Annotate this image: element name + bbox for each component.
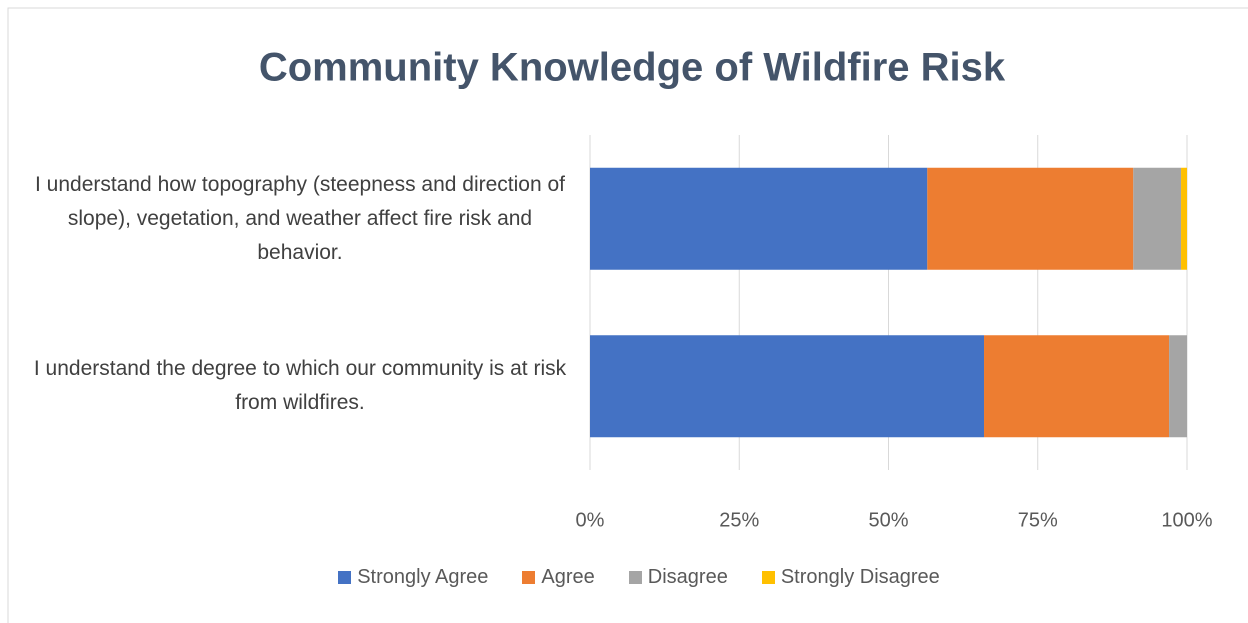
legend-swatch <box>338 571 352 584</box>
legend-label: Strongly Agree <box>357 566 489 588</box>
x-tick-label: 0% <box>576 509 605 531</box>
x-tick-label: 100% <box>1161 509 1212 531</box>
bar-segment <box>1133 167 1182 270</box>
bar-segment <box>590 167 928 270</box>
legend-label: Agree <box>541 566 595 588</box>
legend-swatch <box>761 571 775 584</box>
legend-item: Strongly Agree <box>338 566 488 589</box>
category-label: I understand the degree to which our com… <box>33 357 567 415</box>
bar-segment <box>590 335 985 438</box>
legend-label: Disagree <box>647 566 728 588</box>
category-label: I understand how topography (steepness a… <box>34 172 565 264</box>
x-tick-label: 75% <box>1018 509 1058 531</box>
chart-frame <box>7 7 1248 623</box>
bar-segment <box>1181 167 1187 270</box>
legend-item: Agree <box>522 566 595 589</box>
x-tick-label: 50% <box>868 509 908 531</box>
chart-title: Community Knowledge of Wildfire Risk <box>259 46 1006 90</box>
legend-swatch <box>628 571 642 584</box>
bar-segment <box>1169 335 1187 438</box>
bar-segment <box>927 167 1134 270</box>
legend: Strongly Agree Agree Disagree Strongly Disa… <box>0 566 1248 589</box>
legend-item: Disagree <box>628 566 728 589</box>
bar-segment <box>984 335 1170 438</box>
legend-item: Strongly Disagree <box>761 566 940 589</box>
x-tick-label: 25% <box>719 509 759 531</box>
legend-label: Strongly Disagree <box>780 566 940 588</box>
legend-swatch <box>522 571 536 584</box>
